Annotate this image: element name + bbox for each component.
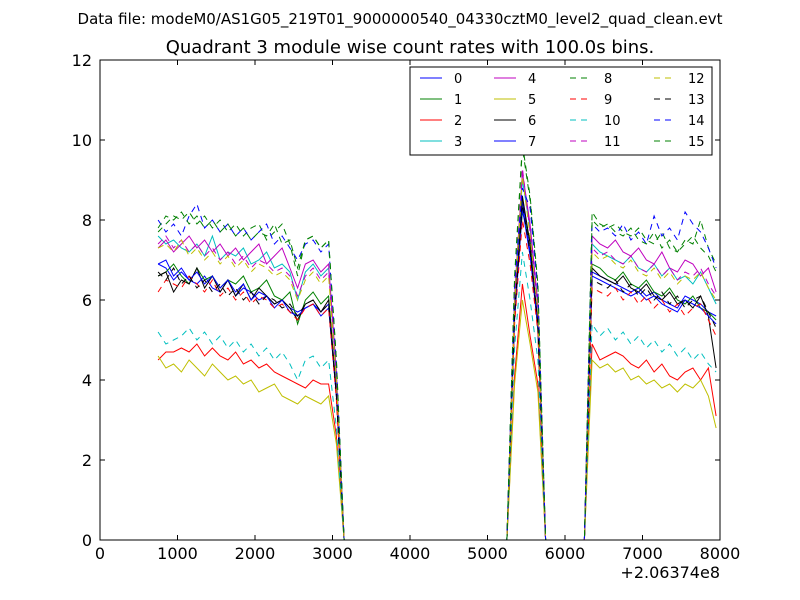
x-tick-label: 1000	[157, 544, 198, 563]
legend-label-3: 3	[454, 135, 462, 150]
series-line-13	[157, 203, 717, 540]
legend-label-10: 10	[604, 114, 621, 129]
x-tick-label: 2000	[235, 544, 276, 563]
legend-label-0: 0	[454, 72, 462, 87]
legend-label-6: 6	[528, 114, 536, 129]
x-tick-label: 3000	[312, 544, 353, 563]
series-line-10	[157, 251, 717, 540]
legend-label-2: 2	[454, 114, 462, 129]
legend-label-12: 12	[688, 72, 705, 87]
x-tick-label: 5000	[467, 544, 508, 563]
y-tick-label: 12	[72, 51, 92, 70]
series-line-11	[157, 167, 717, 540]
y-tick-label: 6	[82, 291, 92, 310]
series-line-9	[157, 219, 717, 540]
x-tick-label: 4000	[390, 544, 431, 563]
series-line-12	[157, 175, 717, 540]
suptitle: Data file: modeM0/AS1G05_219T01_90000005…	[78, 10, 723, 29]
y-tick-label: 8	[82, 211, 92, 230]
legend-label-4: 4	[528, 72, 536, 87]
x-tick-label: 6000	[545, 544, 586, 563]
legend-label-13: 13	[688, 93, 705, 108]
series-line-4	[157, 171, 717, 540]
series-line-15	[157, 143, 717, 540]
y-tick-label: 0	[82, 531, 92, 550]
y-tick-label: 10	[72, 131, 92, 150]
series-line-2	[157, 283, 717, 540]
legend-label-7: 7	[528, 135, 536, 150]
series-line-5	[157, 299, 717, 540]
legend-label-15: 15	[688, 135, 705, 150]
series-layer	[157, 143, 717, 540]
legend-label-1: 1	[454, 93, 462, 108]
legend-label-14: 14	[688, 114, 705, 129]
legend-label-8: 8	[604, 72, 612, 87]
y-tick-label: 4	[82, 371, 92, 390]
series-line-8	[157, 147, 717, 540]
x-tick-label: 7000	[622, 544, 663, 563]
x-tick-label: 8000	[700, 544, 741, 563]
chart-title: Quadrant 3 module wise count rates with …	[166, 37, 655, 58]
legend-label-11: 11	[604, 135, 621, 150]
x-offset-label: +2.06374e8	[620, 563, 720, 582]
series-line-3	[157, 179, 717, 540]
series-line-0	[157, 199, 717, 540]
x-tick-label: 0	[95, 544, 105, 563]
legend-label-5: 5	[528, 93, 536, 108]
legend-label-9: 9	[604, 93, 612, 108]
legend-frame	[409, 66, 713, 156]
series-line-14	[157, 187, 717, 540]
x-axis: 0 1000 2000 3000 4000 5000 6000 7000 8000	[95, 60, 740, 563]
y-tick-label: 2	[82, 451, 92, 470]
series-line-6	[157, 195, 717, 540]
